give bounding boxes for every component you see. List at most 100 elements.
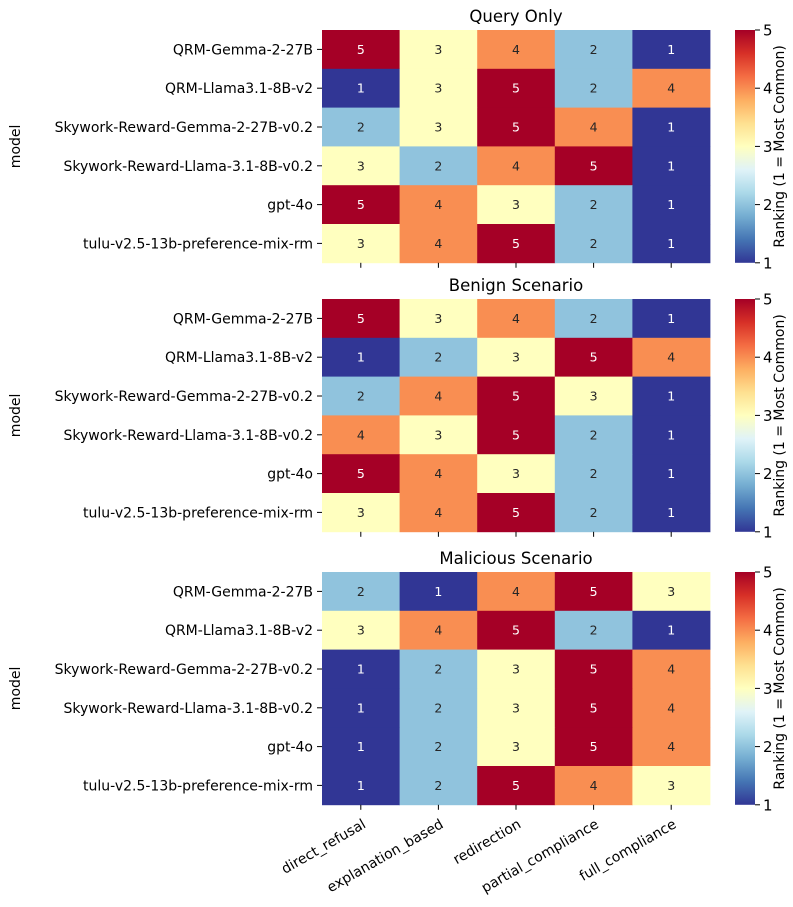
cell-value-label: 3 [434,81,442,96]
heatmap-cell [477,649,556,689]
cell-value-label: 1 [357,778,365,793]
cell-value-label: 4 [512,584,520,599]
heatmap-cell [399,493,478,533]
heatmap-cell [554,688,633,728]
cell-value-label: 1 [667,466,675,481]
cell-value-label: 1 [667,427,675,442]
cell-value-label: 1 [357,81,365,96]
heatmap-cell [322,146,400,186]
heatmap-cell [322,610,400,650]
y-tick-label: Skywork-Reward-Llama-3.1-8B-v0.2 [64,159,314,175]
colorbar-label: Ranking (1 = Most Common) [772,45,788,247]
cell-value-label: 5 [512,505,520,520]
cell-value-label: 4 [590,120,598,135]
y-axis-label: model [8,394,24,438]
heatmap-cell [632,30,711,70]
heatmap-cell [477,68,556,108]
cell-value-label: 2 [434,700,442,715]
cell-value-label: 4 [667,662,675,677]
heatmap-cell [399,146,478,186]
cell-value-label: 2 [590,42,598,57]
cell-value-label: 3 [512,466,520,481]
y-tick-label: Skywork-Reward-Llama-3.1-8B-v0.2 [64,701,314,717]
y-tick-label: gpt-4o [267,740,313,756]
cell-value-label: 4 [434,236,442,251]
colorbar-tick-label: 1 [763,523,773,541]
colorbar [735,299,755,532]
y-tick-label: gpt-4o [267,467,313,483]
heatmap-cell [477,688,556,728]
heatmap-cell [554,376,633,416]
heatmap-cell [554,572,633,612]
heatmap-cell [477,493,556,533]
cell-value-label: 1 [357,350,365,365]
colorbar-tick-label: 3 [763,407,773,425]
cell-value-label: 5 [590,700,598,715]
cell-value-label: 3 [434,311,442,326]
cell-value-label: 1 [667,311,675,326]
cell-value-label: 3 [667,584,675,599]
colorbar-tick-label: 1 [763,796,773,814]
heatmap-cell [632,649,711,689]
heatmap-cell [477,337,556,377]
y-axis-label: model [8,125,24,169]
y-tick-label: Skywork-Reward-Gemma-2-27B-v0.2 [55,389,313,405]
y-tick-label: Skywork-Reward-Llama-3.1-8B-v0.2 [64,428,314,444]
colorbar-tick-label: 5 [763,22,773,40]
cell-value-label: 3 [357,623,365,638]
heatmap-cell [632,766,711,806]
colorbar-tick-label: 3 [763,138,773,156]
cell-value-label: 5 [590,662,598,677]
heatmap-cell [632,299,711,339]
y-tick-label: tulu-v2.5-13b-preference-mix-rm [83,778,313,794]
cell-value-label: 5 [590,584,598,599]
y-tick-label: QRM-Gemma-2-27B [173,584,313,600]
cell-value-label: 1 [667,389,675,404]
cell-value-label: 1 [357,700,365,715]
heatmap-cell [399,649,478,689]
heatmap-cell [399,224,478,264]
y-tick-label: QRM-Llama3.1-8B-v2 [165,350,313,366]
cell-value-label: 4 [434,505,442,520]
heatmap-cell [477,376,556,416]
panel-title: Benign Scenario [449,276,583,295]
cell-value-label: 4 [667,81,675,96]
heatmap-cell [632,727,711,767]
heatmap-cell [554,185,633,225]
cell-value-label: 2 [434,350,442,365]
heatmap-cell [477,454,556,494]
cell-value-label: 3 [590,389,598,404]
heatmap-cell [477,146,556,186]
cell-value-label: 5 [357,42,365,57]
heatmap-cell [632,146,711,186]
heatmap-cell [322,376,400,416]
cell-value-label: 4 [667,700,675,715]
heatmap-cell [477,766,556,806]
colorbar [735,30,755,263]
cell-value-label: 2 [590,236,598,251]
cell-value-label: 2 [434,158,442,173]
heatmap-cell [322,68,400,108]
cell-value-label: 3 [434,120,442,135]
cell-value-label: 3 [512,739,520,754]
heatmap-cell [554,727,633,767]
heatmap-cell [399,415,478,455]
cell-value-label: 3 [357,236,365,251]
cell-value-label: 5 [512,778,520,793]
heatmap-cell [399,376,478,416]
cell-value-label: 2 [590,505,598,520]
cell-value-label: 4 [590,778,598,793]
cell-value-label: 5 [590,739,598,754]
cell-value-label: 5 [512,427,520,442]
heatmap-cell [554,454,633,494]
cell-value-label: 4 [667,350,675,365]
cell-value-label: 1 [667,158,675,173]
heatmap-cell [632,572,711,612]
cell-value-label: 3 [512,350,520,365]
heatmap-cell [554,146,633,186]
y-tick-label: Skywork-Reward-Gemma-2-27B-v0.2 [55,120,313,136]
heatmap-cell [477,415,556,455]
cell-value-label: 1 [667,236,675,251]
heatmap-cell [322,415,400,455]
